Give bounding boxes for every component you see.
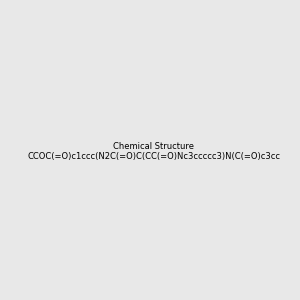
- Text: Chemical Structure
CCOC(=O)c1ccc(N2C(=O)C(CC(=O)Nc3ccccc3)N(C(=O)c3cc: Chemical Structure CCOC(=O)c1ccc(N2C(=O)…: [27, 142, 280, 161]
